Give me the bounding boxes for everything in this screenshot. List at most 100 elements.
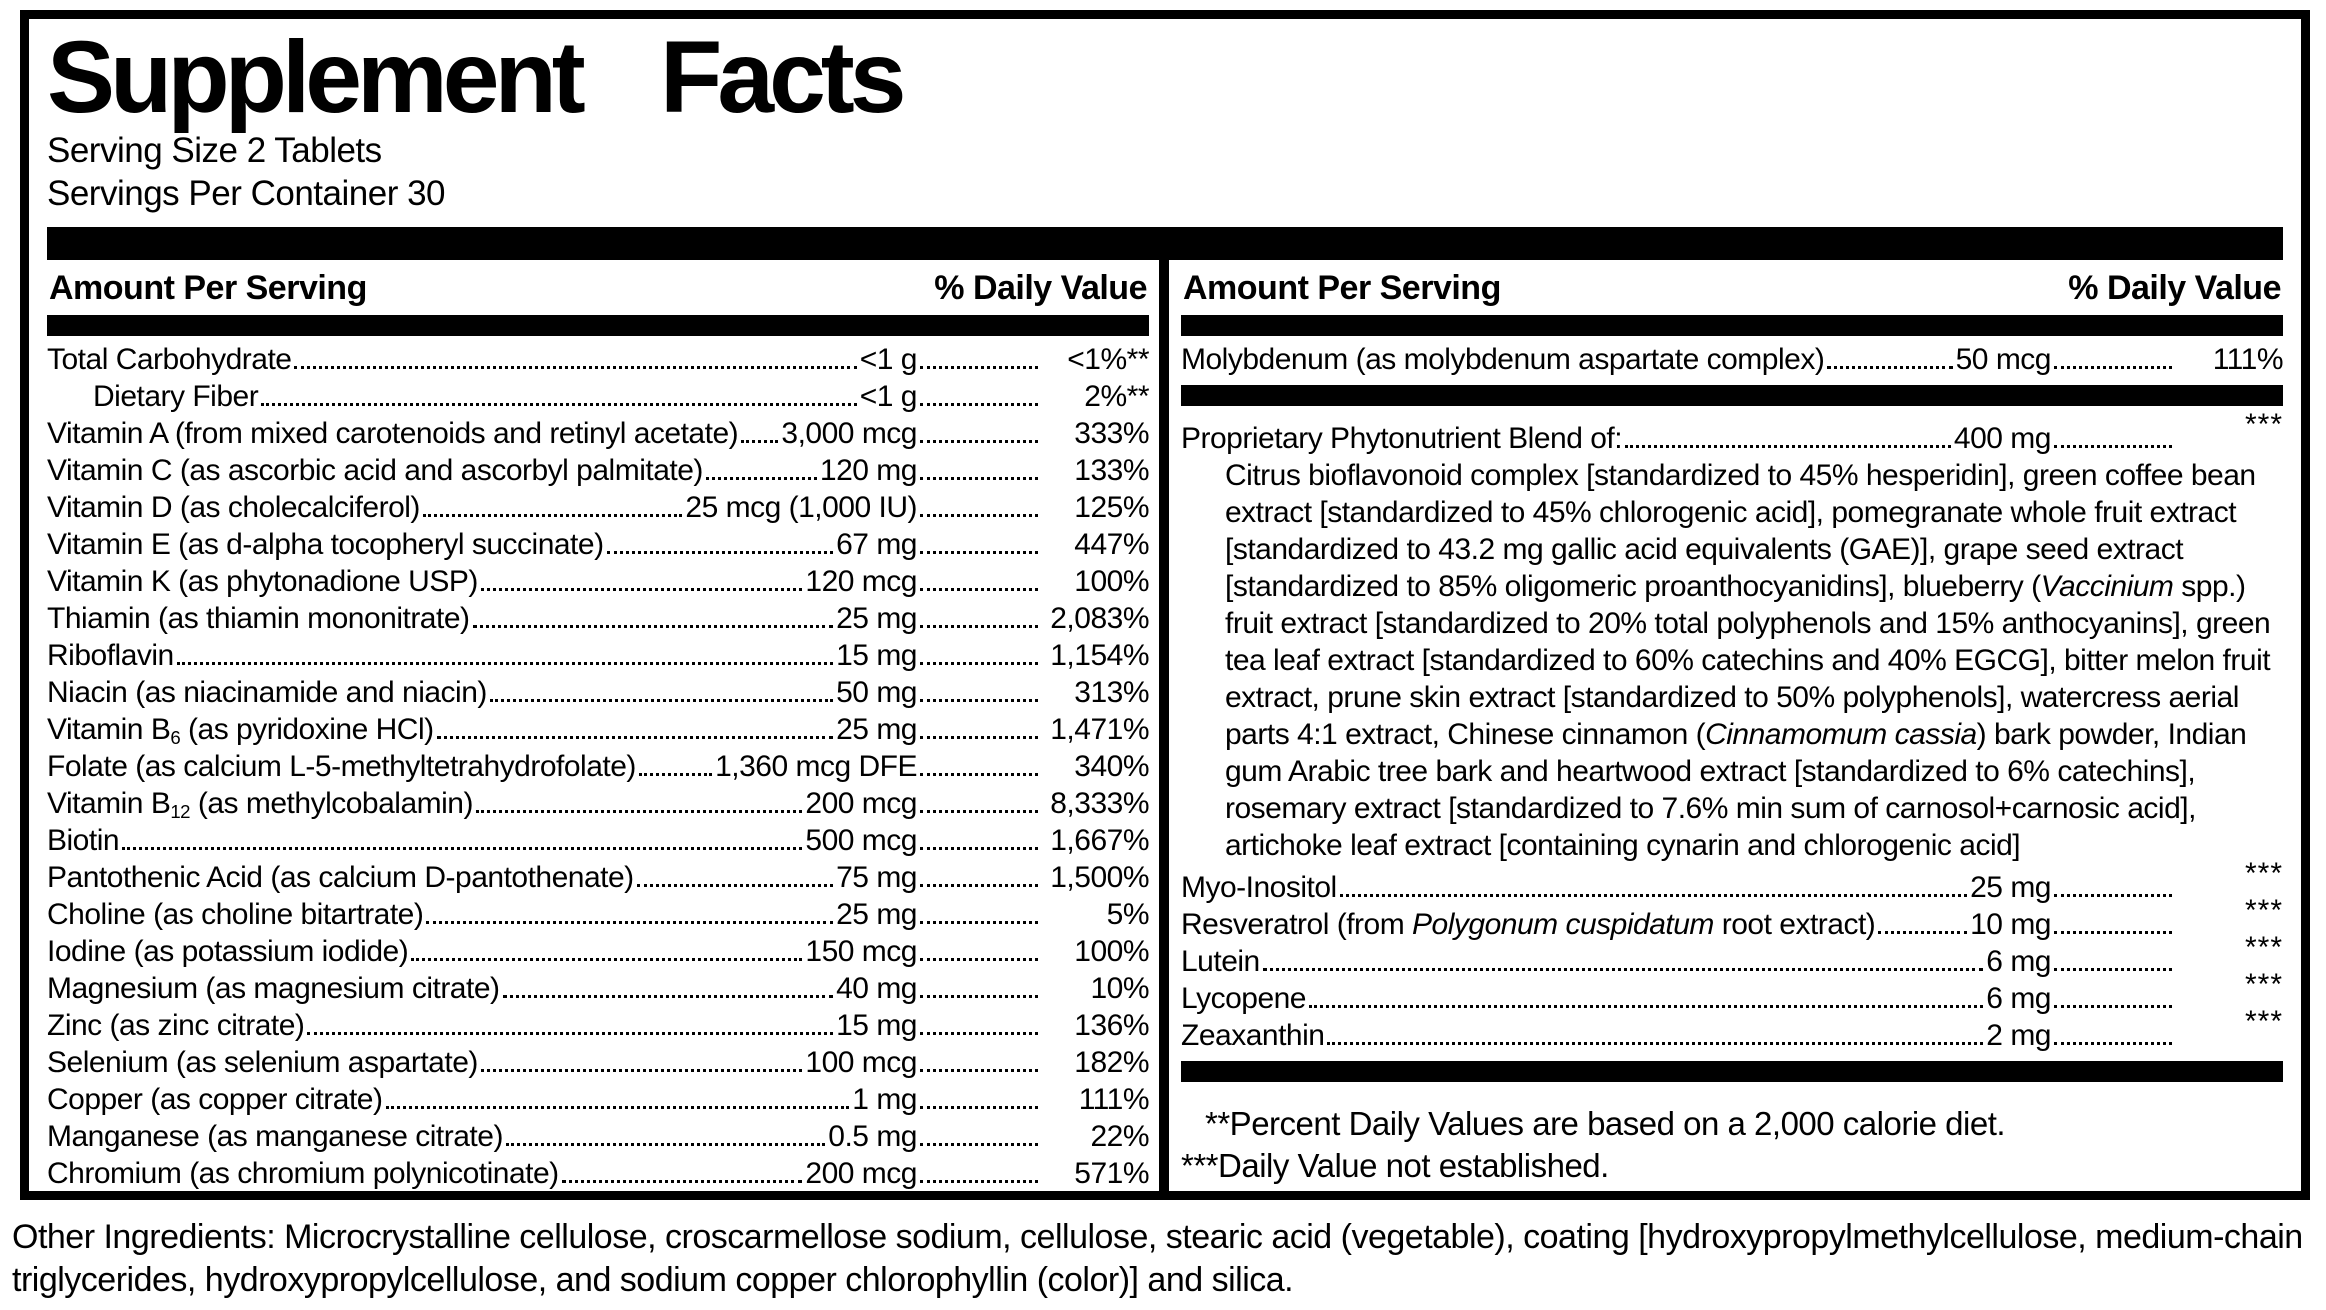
leader-dots: [920, 995, 1038, 999]
leader-dots: [920, 1143, 1038, 1147]
facts-columns: Amount Per Serving % Daily Value Total C…: [47, 260, 2284, 1192]
row-name: Lycopene: [1181, 982, 1307, 1016]
serving-size: Serving Size 2 Tablets: [47, 131, 382, 171]
leader-dots: [920, 1106, 1038, 1110]
row-amount: 2 mg: [1986, 1019, 2051, 1053]
leader-dots: [411, 958, 803, 962]
table-row: Total Carbohydrate <1 g <1%**: [47, 341, 1150, 378]
row-amount: 3,000 mcg: [781, 417, 917, 451]
row-name: Dietary Fiber: [93, 380, 259, 414]
leader-dots: [2054, 968, 2172, 972]
leader-dots: [920, 366, 1038, 370]
row-name: Chromium (as chromium polynicotinate): [47, 1157, 559, 1191]
table-row: Vitamin B6 (as pyridoxine HCl) 25 mg 1,471…: [47, 711, 1150, 748]
row-amount: 120 mcg: [805, 565, 917, 599]
row-daily-value: 447%: [1074, 528, 1149, 562]
footnotes: **Percent Daily Values are based on a 2,…: [1181, 1091, 2283, 1187]
leader-dots: [1625, 445, 1951, 449]
table-row: Molybdenum (as molybdenum aspartate comp…: [1181, 341, 2284, 378]
table-row: Lycopene 6 mg ***: [1181, 968, 2283, 1017]
footnote-daily-values: **Percent Daily Values are based on a 2,…: [1205, 1105, 2006, 1143]
row-name: Vitamin A (from mixed carotenoids and re…: [47, 417, 739, 451]
row-daily-value: 111%: [2212, 343, 2284, 377]
servings-per-container: Servings Per Container 30: [47, 174, 446, 214]
table-row: Resveratrol (from Polygonum cuspidatum r…: [1181, 894, 2283, 943]
row-name: Total Carbohydrate: [47, 343, 292, 377]
row-amount: 15 mg: [836, 639, 917, 673]
row-daily-value: 125%: [1074, 491, 1149, 525]
table-row: Manganese (as manganese citrate) 0.5 mg 22…: [47, 1118, 1150, 1155]
table-row: Choline (as choline bitartrate) 25 mg 5%: [47, 896, 1150, 933]
row-amount: 500 mcg: [805, 824, 917, 858]
leader-dots: [122, 847, 803, 851]
leader-dots: [920, 440, 1038, 444]
row-daily-value: 182%: [1074, 1046, 1149, 1080]
table-row: Copper (as copper citrate) 1 mg 111%: [47, 1081, 1150, 1118]
row-daily-value: ***: [2244, 930, 2283, 964]
row-amount: 150 mcg: [805, 935, 917, 969]
leader-dots: [920, 810, 1038, 814]
row-daily-value: 1,500%: [1050, 861, 1149, 895]
leader-dots: [2054, 445, 2172, 449]
row-name: Vitamin K (as phytonadione USP): [47, 565, 478, 599]
table-row: Vitamin B12 (as methylcobalamin) 200 mcg 8…: [47, 785, 1150, 822]
leader-dots: [920, 773, 1038, 777]
row-daily-value: 136%: [1074, 1009, 1149, 1043]
leader-dots: [920, 662, 1038, 666]
row-name: Zinc (as zinc citrate): [47, 1009, 305, 1043]
table-row: Iodine (as potassium iodide) 150 mcg 100%: [47, 933, 1150, 970]
column-right-header: Amount Per Serving % Daily Value: [1181, 260, 2283, 315]
leader-dots: [920, 736, 1038, 740]
row-name: Myo-Inositol: [1181, 871, 1337, 905]
row-daily-value: 1,667%: [1050, 824, 1149, 858]
leader-dots: [920, 958, 1038, 962]
table-row: Lutein 6 mg ***: [1181, 931, 2283, 980]
table-row: Zinc (as zinc citrate) 15 mg 136%: [47, 1007, 1150, 1044]
table-row: Chromium (as chromium polynicotinate) 200…: [47, 1155, 1150, 1192]
leader-dots: [176, 662, 834, 666]
leader-dots: [920, 588, 1038, 592]
row-name: Thiamin (as thiamin mononitrate): [47, 602, 470, 636]
supplement-facts-panel: Supplement Facts Serving Size 2 Tablets …: [20, 10, 2310, 1200]
table-row: Pantothenic Acid (as calcium D-pantothen…: [47, 859, 1150, 896]
row-daily-value: 313%: [1074, 676, 1149, 710]
leader-dots: [705, 477, 817, 481]
leader-dots: [261, 403, 857, 407]
row-daily-value: 2,083%: [1050, 602, 1149, 636]
page-title: Supplement Facts: [47, 20, 907, 134]
leader-dots: [489, 699, 834, 703]
row-amount: 1,360 mcg DFE: [715, 750, 917, 784]
table-row: Selenium (as selenium aspartate) 100 mcg 1…: [47, 1044, 1150, 1081]
row-amount: 25 mcg (1,000 IU): [685, 491, 917, 525]
table-row: Riboflavin 15 mg 1,154%: [47, 637, 1150, 674]
row-daily-value: 5%: [1106, 898, 1150, 932]
leader-dots: [1339, 894, 1968, 898]
leader-dots: [2054, 1005, 2172, 1009]
row-daily-value: 10%: [1090, 972, 1149, 1006]
table-row: Niacin (as niacinamide and niacin) 50 mg 3…: [47, 674, 1150, 711]
row-amount: 40 mg: [836, 972, 917, 1006]
leader-dots: [294, 366, 857, 370]
leader-dots: [2054, 931, 2172, 935]
row-name: Vitamin E (as d-alpha tocopheryl succina…: [47, 528, 604, 562]
row-daily-value: 333%: [1074, 417, 1149, 451]
row-daily-value: ***: [2244, 856, 2283, 890]
row-name: Vitamin B6 (as pyridoxine HCl): [47, 713, 434, 748]
row-name: Copper (as copper citrate): [47, 1083, 383, 1117]
row-amount: 120 mg: [819, 454, 918, 488]
row-name: Molybdenum (as molybdenum aspartate comp…: [1181, 343, 1825, 377]
daily-value-label: % Daily Value: [2068, 269, 2281, 308]
row-daily-value: 133%: [1074, 454, 1149, 488]
leader-dots: [1827, 366, 1953, 370]
table-row: Biotin 500 mcg 1,667%: [47, 822, 1150, 859]
section-divider-bar: [1181, 385, 2283, 407]
row-name: Riboflavin: [47, 639, 174, 673]
row-daily-value: ***: [2244, 407, 2283, 441]
leader-dots: [920, 884, 1038, 888]
row-daily-value: 340%: [1074, 750, 1149, 784]
right-nutrient-list-top: Molybdenum (as molybdenum aspartate comp…: [1181, 336, 2284, 378]
leader-dots: [920, 1069, 1038, 1073]
row-amount: <1 g: [859, 343, 918, 377]
row-daily-value: 100%: [1074, 935, 1149, 969]
table-row: Magnesium (as magnesium citrate) 40 mg 10%: [47, 970, 1150, 1007]
